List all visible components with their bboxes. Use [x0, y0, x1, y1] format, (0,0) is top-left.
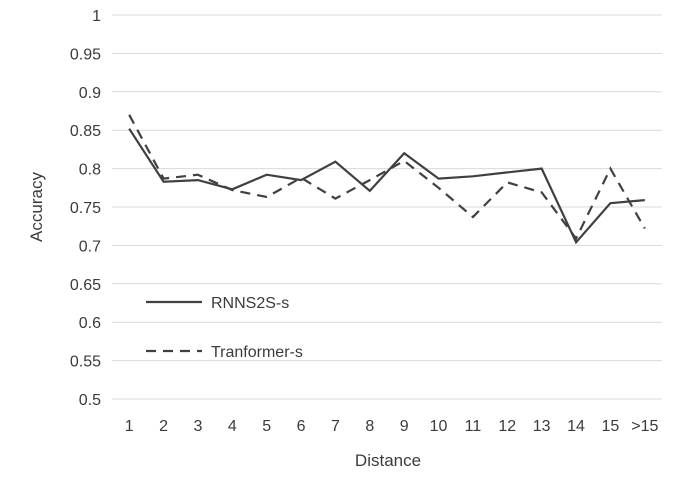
x-tick-label: 2: [159, 418, 168, 435]
legend-label-rnns2s: RNNS2S-s: [211, 295, 289, 312]
x-tick-label: 10: [430, 418, 448, 435]
gridlines: [112, 14, 662, 400]
x-axis-title: Distance: [355, 451, 421, 470]
x-tick-label: 9: [400, 418, 409, 435]
y-tick-label: 0.8: [79, 162, 101, 179]
series-line-rnns2s: [128, 128, 645, 245]
y-axis-title: Accuracy: [27, 172, 46, 242]
x-tick-label: 11: [465, 418, 482, 435]
series-lines: [128, 114, 646, 245]
legend: RNNS2S-s Tranformer-s: [146, 295, 303, 361]
y-tick-label: 0.95: [70, 46, 101, 63]
x-tick-label: 8: [365, 418, 374, 435]
x-tick-label: 13: [533, 418, 551, 435]
legend-label-transformer: Tranformer-s: [211, 344, 303, 361]
x-tick-label: 6: [297, 418, 306, 435]
y-tick-label: 0.5: [79, 392, 101, 409]
y-tick-label: 0.75: [70, 200, 101, 217]
y-tick-label: 0.7: [79, 238, 101, 255]
y-axis-ticks: 0.5 0.55 0.6 0.65 0.7 0.75 0.8 0.85 0.9 0.95 1: [70, 8, 101, 409]
y-tick-label: 0.9: [79, 85, 101, 102]
x-tick-label: 4: [228, 418, 237, 435]
y-tick-label: 0.85: [70, 123, 101, 140]
series-line-transformer: [128, 114, 646, 241]
x-tick-label: 7: [331, 418, 340, 435]
x-tick-label: 5: [262, 418, 271, 435]
x-axis-ticks: 1 2 3 4 5 6 7 8 9 10 11 12 13 14 15 >15: [125, 418, 659, 435]
x-tick-label: 1: [125, 418, 134, 435]
x-tick-label: >15: [631, 418, 658, 435]
x-tick-label: 3: [193, 418, 202, 435]
y-tick-label: 0.55: [70, 354, 101, 371]
y-tick-label: 0.6: [79, 315, 101, 332]
y-tick-label: 1: [92, 8, 101, 25]
y-tick-label: 0.65: [70, 277, 101, 294]
x-tick-label: 14: [567, 418, 585, 435]
x-tick-label: 12: [498, 418, 516, 435]
x-tick-label: 15: [602, 418, 620, 435]
